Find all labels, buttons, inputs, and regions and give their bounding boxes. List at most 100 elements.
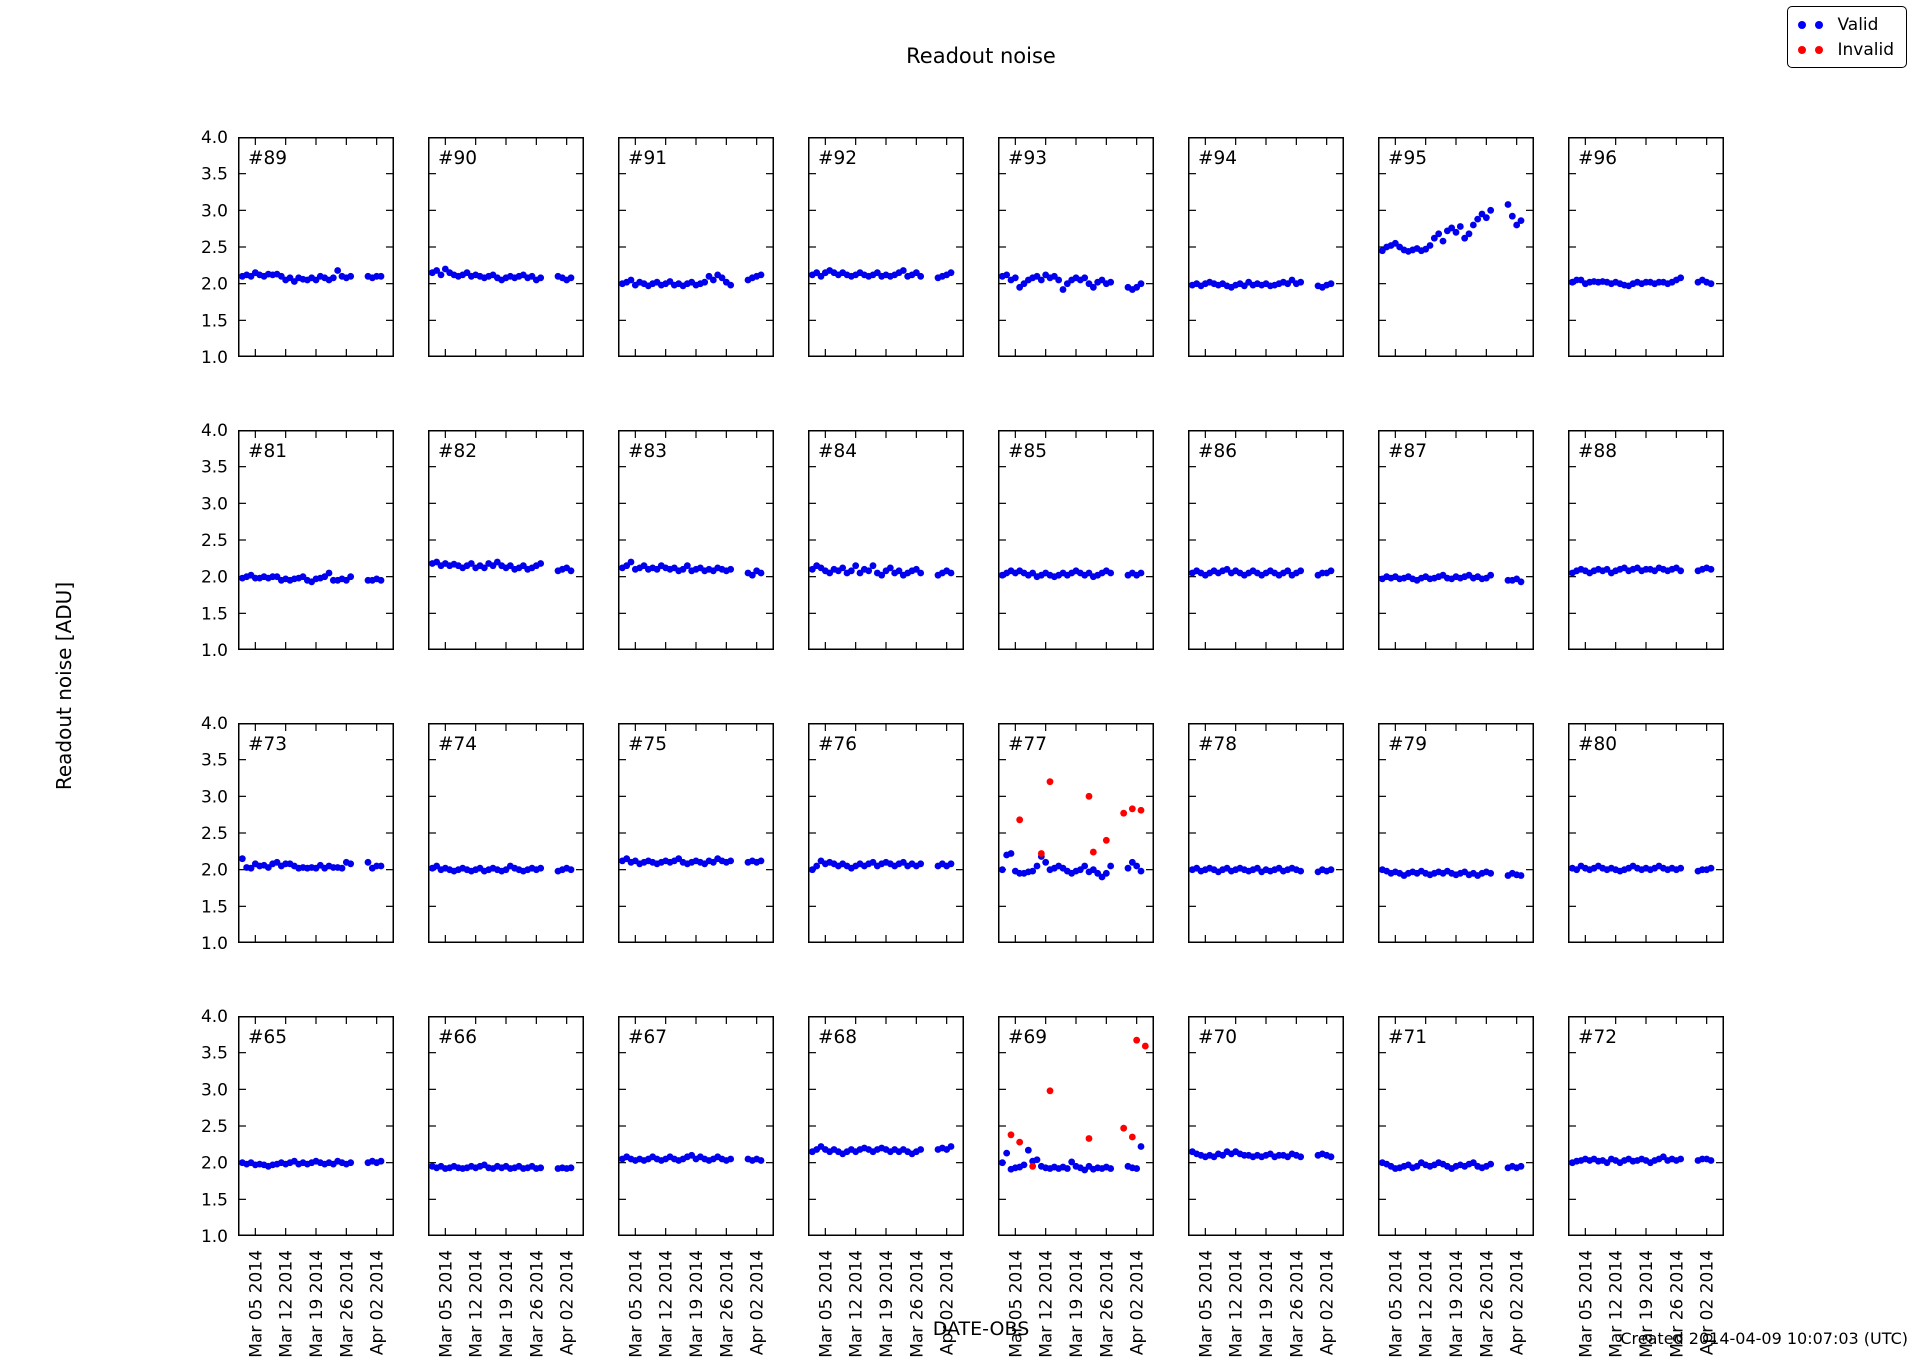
valid-points <box>238 855 385 872</box>
y-tick-label: 3.5 <box>201 751 228 771</box>
axes-frame <box>618 723 774 943</box>
axes-frame <box>238 430 394 650</box>
data-point-valid <box>247 864 255 872</box>
valid-points <box>1378 866 1525 879</box>
data-point-valid <box>1107 569 1115 577</box>
valid-points <box>998 1143 1145 1174</box>
invalid-marker-icon <box>1798 45 1807 54</box>
x-tick-label: Apr 02 2014 <box>1698 1250 1718 1355</box>
panel-number-label: #89 <box>248 148 287 169</box>
x-tick-label: Mar 12 2014 <box>277 1250 297 1358</box>
data-point-valid <box>1089 283 1097 291</box>
valid-points <box>618 558 765 579</box>
x-tick-label: Mar 05 2014 <box>436 1250 456 1358</box>
data-point-valid <box>1020 1161 1028 1169</box>
tick-marks <box>809 724 963 942</box>
data-point-valid <box>347 272 355 280</box>
valid-points <box>1188 1148 1335 1161</box>
y-tick-label: 1.5 <box>201 897 228 917</box>
data-point-valid <box>377 272 385 280</box>
data-point-valid <box>1107 278 1115 286</box>
data-point-valid <box>347 1159 355 1167</box>
valid-points <box>428 558 575 575</box>
x-tick-label: Mar 12 2014 <box>1227 1250 1247 1358</box>
data-point-valid <box>917 272 925 280</box>
subplot-78: #78 <box>1188 723 1344 943</box>
data-point-valid <box>917 860 925 868</box>
data-point-valid <box>1297 1153 1305 1161</box>
data-point-valid <box>1033 862 1041 870</box>
panel-number-label: #76 <box>818 734 857 755</box>
subplot-72: Mar 05 2014 Mar 12 2014 Mar 19 2014 Mar 26 … <box>1568 1016 1724 1358</box>
subplot-71: Mar 05 2014 Mar 12 2014 Mar 19 2014 Mar 26 … <box>1378 1016 1534 1358</box>
tick-marks <box>239 138 393 356</box>
subplot-82: #82 <box>428 430 584 650</box>
x-tick-label: Mar 26 2014 <box>527 1250 547 1358</box>
data-point-valid <box>1107 1165 1115 1172</box>
subplot-70: Mar 05 2014 Mar 12 2014 Mar 19 2014 Mar 26 … <box>1188 1016 1344 1358</box>
valid-points <box>618 271 765 290</box>
data-point-valid <box>1133 1165 1141 1172</box>
figure-title: Readout noise <box>906 44 1056 68</box>
invalid-points <box>1007 1036 1149 1170</box>
data-point-invalid <box>1007 1131 1015 1139</box>
data-point-valid <box>480 564 488 572</box>
data-point-valid <box>727 565 735 573</box>
panel-number-label: #90 <box>438 148 477 169</box>
data-point-valid <box>338 864 346 872</box>
valid-points <box>998 850 1145 881</box>
data-point-valid <box>947 269 955 277</box>
axes-frame <box>428 723 584 943</box>
tick-marks <box>429 724 583 942</box>
data-point-valid <box>727 281 735 289</box>
panel-number-label: #93 <box>1008 148 1047 169</box>
x-tick-label: Mar 05 2014 <box>1576 1250 1596 1358</box>
data-point-invalid <box>1137 806 1145 814</box>
valid-points <box>428 862 575 875</box>
valid-points <box>428 1161 575 1172</box>
data-point-valid <box>865 567 873 575</box>
axes-frame <box>1188 137 1344 357</box>
data-point-valid <box>1327 866 1335 874</box>
subplot-69: Mar 05 2014 Mar 12 2014 Mar 19 2014 Mar 26 … <box>998 1016 1154 1358</box>
panel-number-label: #77 <box>1008 734 1047 755</box>
data-point-valid <box>1487 571 1495 579</box>
legend-item-invalid: Invalid <box>1798 37 1894 62</box>
data-point-invalid <box>1016 1138 1024 1146</box>
axes-frame <box>808 1016 964 1236</box>
x-tick-label: Mar 05 2014 <box>1006 1250 1026 1358</box>
created-timestamp: Created 2014-04-09 10:07:03 (UTC) <box>1620 1329 1908 1348</box>
tick-marks <box>1379 1017 1533 1235</box>
panel-number-label: #87 <box>1388 441 1427 462</box>
data-point-invalid <box>1037 850 1045 857</box>
data-point-valid <box>839 564 847 572</box>
data-point-invalid <box>1133 1036 1141 1044</box>
axes-frame <box>1568 430 1724 650</box>
data-point-valid <box>1037 276 1045 284</box>
y-tick-label: 4.0 <box>201 421 228 441</box>
data-point-valid <box>1452 228 1460 236</box>
subplot-65: 4.0 3.5 3.0 2.5 2.0 1.5 1.0 Mar 05 2014 Mar 12 2… <box>201 1007 394 1358</box>
x-tick-label: Mar 19 2014 <box>1067 1250 1087 1358</box>
y-tick-label: 3.0 <box>201 201 228 221</box>
subplot-74: #74 <box>428 723 584 943</box>
axes-frame <box>808 723 964 943</box>
valid-points <box>1568 862 1715 875</box>
y-tick-label: 3.5 <box>201 165 228 185</box>
data-point-valid <box>1474 215 1482 223</box>
data-point-valid <box>567 866 575 874</box>
valid-points <box>1568 274 1715 290</box>
data-point-valid <box>1137 569 1145 577</box>
data-point-valid <box>1508 212 1516 220</box>
data-point-valid <box>852 562 860 570</box>
data-point-valid <box>886 564 894 572</box>
data-point-valid <box>1327 567 1335 575</box>
data-point-valid <box>1504 201 1512 208</box>
data-point-valid <box>899 267 907 274</box>
tick-marks <box>999 724 1153 942</box>
panel-number-label: #91 <box>628 148 667 169</box>
panel-number-label: #67 <box>628 1027 667 1048</box>
data-point-valid <box>1677 864 1685 872</box>
panel-number-label: #92 <box>818 148 857 169</box>
valid-points <box>808 562 955 579</box>
